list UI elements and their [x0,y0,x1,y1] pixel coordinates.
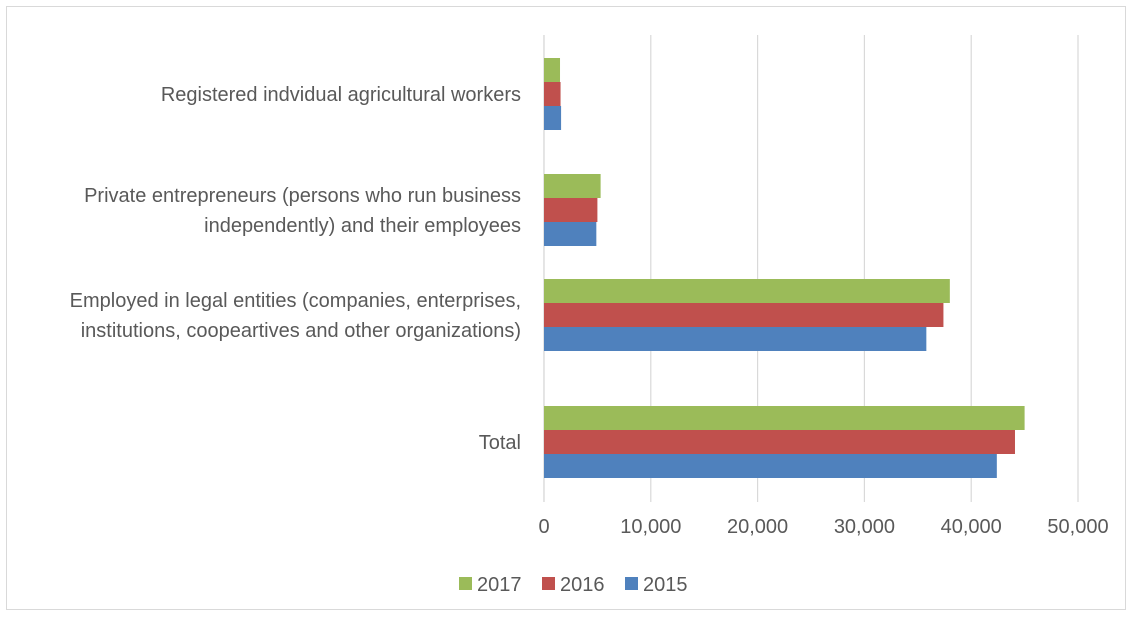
x-tick-label: 20,000 [727,516,788,538]
bar-2016-cat-3 [544,82,561,106]
legend-swatch-2016 [542,577,555,590]
bar-2017-cat-1 [544,279,950,303]
x-tick-label: 0 [538,516,549,538]
category-label: Registered indvidual agricultural worker… [161,84,521,106]
bar-2016-cat-0 [544,430,1015,454]
category-label: Total [479,432,521,454]
legend-label-2017: 2017 [477,574,522,596]
bar-2017-cat-2 [544,174,601,198]
x-tick-label: 30,000 [834,516,895,538]
category-labels: Total Employed in legal entities (compani… [70,84,521,454]
bar-2015-cat-1 [544,327,927,351]
legend-swatch-2017 [459,577,472,590]
legend: 2017 2016 2015 [459,574,688,596]
bar-2015-cat-0 [544,454,997,478]
legend-label-2016: 2016 [560,574,605,596]
bars [544,58,1025,478]
x-tick-label: 50,000 [1047,516,1108,538]
category-label: institutions, coopeartives and other org… [81,320,521,342]
bar-2016-cat-1 [544,303,944,327]
bar-2016-cat-2 [544,198,598,222]
legend-label-2015: 2015 [643,574,688,596]
x-tick-label: 10,000 [620,516,681,538]
bar-2017-cat-3 [544,58,561,82]
bar-2017-cat-0 [544,406,1025,430]
bar-2015-cat-2 [544,222,597,246]
x-tick-labels: 0 10,000 20,000 30,000 40,000 50,000 [538,516,1108,538]
x-tick-label: 40,000 [941,516,1002,538]
category-label: independently) and their employees [204,215,521,237]
bar-2015-cat-3 [544,106,562,130]
legend-swatch-2015 [625,577,638,590]
category-label: Private entrepreneurs (persons who run b… [84,185,521,207]
category-label: Employed in legal entities (companies, e… [70,290,521,312]
